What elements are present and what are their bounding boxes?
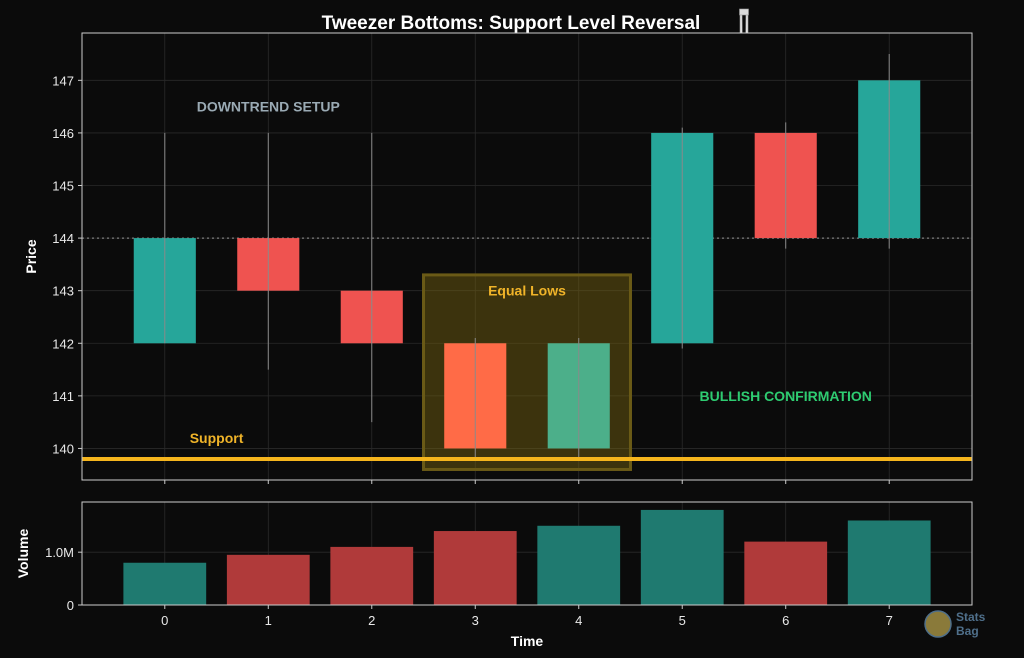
candle-4: [547, 338, 610, 459]
volume-bar-7: [847, 520, 931, 605]
annotation-bullish-confirmation: BULLISH CONFIRMATION: [700, 388, 872, 404]
stats-bag-logo: Stats Bag: [924, 610, 986, 638]
x-tick-label: 7: [886, 613, 893, 628]
x-tick-label: 6: [782, 613, 789, 628]
volume-y-tick-label: 0: [67, 598, 74, 613]
volume-bar-2: [330, 546, 414, 605]
price-axis-label: Price: [23, 239, 39, 273]
annotation-equal-lows: Equal Lows: [488, 283, 566, 299]
price-frame: [81, 32, 973, 481]
candle-0: [133, 132, 196, 344]
watermark-line2: Bag: [956, 624, 979, 638]
annotation-downtrend-setup: DOWNTREND SETUP: [197, 99, 340, 115]
price-plot-area: [82, 33, 972, 480]
y-tick-label: 141: [52, 389, 74, 404]
candle-3: [444, 338, 507, 459]
x-tick-label: 3: [472, 613, 479, 628]
y-tick-label: 144: [52, 231, 74, 246]
candle-6: [754, 122, 817, 249]
candle-5: [651, 127, 714, 349]
volume-y-tick-label: 1.0M: [45, 545, 74, 560]
volume-plot-area: [82, 502, 972, 605]
y-tick-label: 142: [52, 336, 74, 351]
volume-bar-0: [123, 562, 207, 605]
volume-frame: [81, 501, 973, 606]
volume-axis-label: Volume: [15, 529, 31, 579]
y-tick-label: 143: [52, 284, 74, 299]
x-tick-label: 1: [265, 613, 272, 628]
x-tick-label: 5: [679, 613, 686, 628]
candles: [133, 54, 921, 459]
candle-2: [340, 132, 403, 423]
money-bag-icon: [924, 610, 952, 638]
x-tick-label: 0: [161, 613, 168, 628]
y-tick-label: 140: [52, 441, 74, 456]
volume-bar-3: [433, 531, 517, 605]
chart-title: Tweezer Bottoms: Support Level Reversal: [322, 13, 701, 34]
volume-bar-1: [226, 554, 310, 605]
volume-bars: [123, 509, 931, 605]
annotation-support: Support: [190, 430, 244, 446]
candle-1: [237, 132, 300, 370]
price-panel: DOWNTREND SETUP Equal Lows BULLISH CONFIRM…: [23, 32, 973, 484]
volume-bar-5: [640, 509, 724, 605]
volume-panel: 0 1.0M 0 1 2 3 4 5 6 7 Volume Time: [15, 501, 973, 649]
candle-7: [858, 54, 921, 249]
y-tick-label: 146: [52, 126, 74, 141]
volume-bar-4: [537, 525, 621, 605]
y-tick-label: 147: [52, 73, 74, 88]
y-tick-label: 145: [52, 179, 74, 194]
watermark-line1: Stats: [956, 610, 986, 624]
x-tick-label: 4: [575, 613, 582, 628]
x-tick-label: 2: [368, 613, 375, 628]
x-axis-label: Time: [511, 633, 544, 649]
volume-bar-6: [744, 541, 828, 605]
